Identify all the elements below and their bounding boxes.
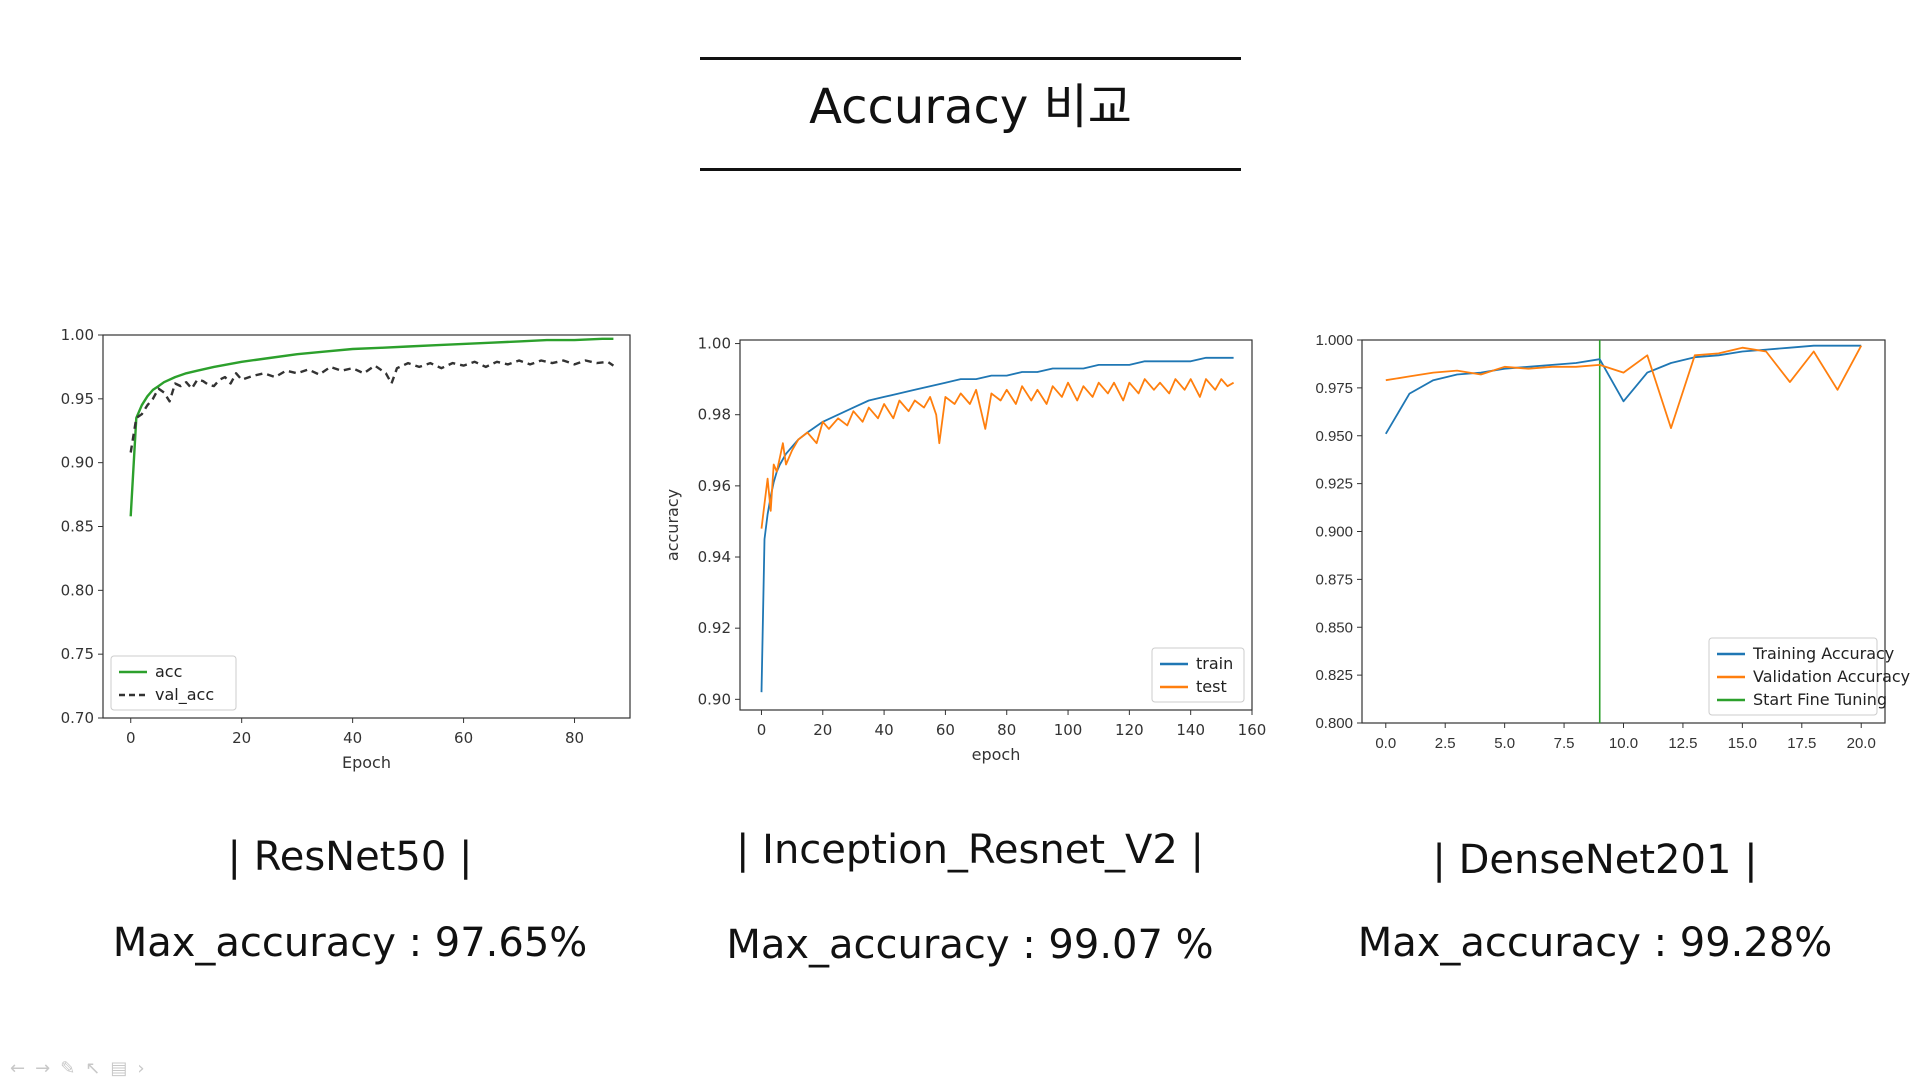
x-tick-label: 20 [232,729,251,747]
plot-frame [102,334,631,719]
presentation-toolbar: ←→✎↖▤› [10,1058,155,1079]
legend-label: train [1196,654,1233,673]
legend-box [110,655,237,711]
y-tick-label: 0.98 [698,406,731,424]
chevron-right-icon[interactable]: › [137,1058,155,1079]
y-tick-label: 0.95 [61,390,94,408]
y-tick-label: 0.70 [61,709,94,727]
densenet201-label: | DenseNet201 | [1432,837,1758,883]
y-tick-label: 0.90 [61,454,94,472]
x-tick-label: 15.0 [1728,735,1757,752]
legend-label: Validation Accuracy [1753,667,1910,686]
y-tick-label: 0.850 [1315,619,1353,636]
series-line-validation-accuracy [1385,345,1862,429]
title-rule-bottom [700,168,1241,171]
pointer-icon[interactable]: ↖ [85,1058,111,1079]
series-line-train [760,356,1234,693]
x-tick-label: 0 [126,729,136,747]
y-tick-label: 0.80 [61,581,94,599]
y-tick-label: 1.00 [698,335,731,353]
y-tick-label: 0.975 [1315,380,1353,397]
y-tick-label: 0.875 [1315,571,1353,588]
x-tick-label: 160 [1238,721,1267,739]
y-tick-label: 0.96 [698,477,731,495]
legend-label: acc [155,662,182,681]
y-axis-label: accuracy [663,489,682,561]
legend-label: Start Fine Tuning [1753,690,1887,709]
x-axis-label: Epoch [342,753,391,772]
x-tick-label: 20 [813,721,832,739]
x-tick-label: 5.0 [1494,735,1515,752]
pen-icon[interactable]: ✎ [60,1058,86,1079]
x-tick-label: 0.0 [1375,735,1396,752]
series-line-acc [129,337,614,517]
densenet201-accuracy-chart: 0.0 2.5 5.0 7.5 10.0 12.5 15.0 17.5 20.0 0.800 0.8… [1315,332,1910,752]
resnet50-label: | ResNet50 | [227,834,473,880]
inception-resnet-v2-accuracy-chart: 0 20 40 60 80 100 120 140 160 0.90 0.92 0.94 0.96 0.9… [663,335,1266,764]
x-tick-label: 100 [1054,721,1083,739]
inception-resnet-v2-label: | Inception_Resnet_V2 | [735,827,1205,873]
x-tick-label: 10.0 [1609,735,1638,752]
legend-box [1151,647,1245,703]
y-tick-label: 0.950 [1315,428,1353,445]
inception-resnet-v2-max-accuracy: Max_accuracy : 99.07 % [726,922,1214,968]
x-tick-label: 12.5 [1668,735,1697,752]
legend-label: val_acc [155,685,214,705]
legend-label: test [1196,677,1227,696]
page-icon[interactable]: ▤ [110,1058,138,1079]
y-tick-label: 0.825 [1315,667,1353,684]
slide-title: Accuracy 비교 [809,79,1132,135]
resnet50-max-accuracy: Max_accuracy : 97.65% [112,920,588,966]
x-tick-label: 20.0 [1847,735,1876,752]
y-tick-label: 0.92 [698,619,731,637]
y-tick-label: 0.85 [61,518,94,536]
y-tick-label: 0.800 [1315,715,1353,732]
y-tick-label: 1.00 [61,326,94,344]
y-tick-label: 0.925 [1315,476,1353,493]
x-tick-label: 0 [757,721,767,739]
y-tick-label: 0.75 [61,645,94,663]
x-tick-label: 40 [343,729,362,747]
series-line-test [760,378,1235,529]
legend-box [1708,637,1878,716]
x-tick-label: 80 [997,721,1016,739]
resnet50-accuracy-chart: 0 20 40 60 80 0.70 0.75 0.80 0.85 0.90 0.95 1.00 Epo… [61,326,631,772]
arrow-left-icon[interactable]: ← [10,1058,36,1079]
series-line-training-accuracy [1385,344,1862,435]
y-tick-label: 1.000 [1315,332,1353,349]
legend-label: Training Accuracy [1752,644,1894,663]
x-tick-label: 120 [1115,721,1144,739]
x-tick-label: 2.5 [1435,735,1456,752]
densenet201-max-accuracy: Max_accuracy : 99.28% [1357,920,1833,966]
y-tick-label: 0.94 [698,548,731,566]
y-tick-label: 0.900 [1315,524,1353,541]
x-tick-label: 140 [1176,721,1205,739]
title-rule-top [700,57,1241,60]
x-tick-label: 40 [875,721,894,739]
x-tick-label: 17.5 [1787,735,1816,752]
arrow-right-icon[interactable]: → [35,1058,61,1079]
x-axis-label: epoch [972,745,1021,764]
x-tick-label: 80 [565,729,584,747]
series-line-val-acc [129,359,615,453]
y-tick-label: 0.90 [698,690,731,708]
x-tick-label: 60 [454,729,473,747]
x-tick-label: 7.5 [1554,735,1575,752]
x-tick-label: 60 [936,721,955,739]
